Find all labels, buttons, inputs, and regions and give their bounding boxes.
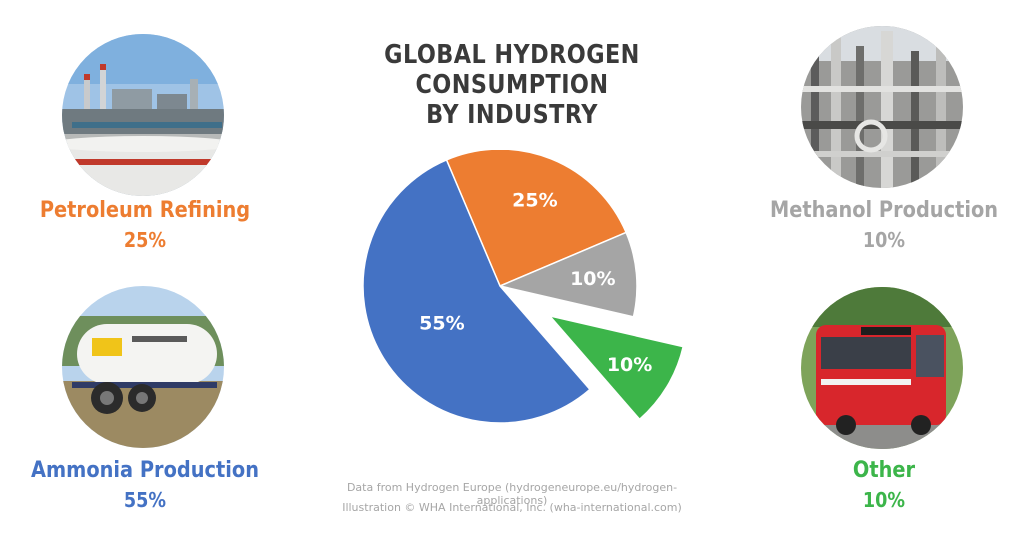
pie-label-petroleum-refining: 25% (512, 190, 557, 212)
bus-photo (801, 287, 963, 449)
illustration-credit: Illustration © WHA International, Inc. (… (342, 501, 682, 514)
ammonia-tank-photo (62, 286, 224, 448)
chart-title: GLOBAL HYDROGEN CONSUMPTION BY INDUSTRY (297, 40, 727, 130)
chart-title-line-1: GLOBAL HYDROGEN CONSUMPTION (384, 40, 640, 100)
pie-label-ammonia-production: 55% (419, 312, 464, 334)
methanol-plant-photo (801, 26, 963, 188)
other-name: Other (852, 458, 916, 483)
methanol-name: Methanol Production (769, 198, 999, 223)
pie-slice-ammonia-production (362, 158, 591, 424)
chart-title-line-2: BY INDUSTRY (426, 100, 598, 130)
label-other: Other 10% (761, 458, 1007, 513)
pie-label-methanol-production: 10% (570, 268, 615, 290)
pie-slice-petroleum-refining (445, 150, 628, 287)
pie-slice-methanol-production (497, 231, 638, 318)
refinery-photo (62, 34, 224, 196)
petroleum-name: Petroleum Refining (39, 198, 251, 223)
petroleum-percent: 25% (123, 228, 167, 252)
methanol-percent: 10% (862, 228, 906, 252)
ammonia-name: Ammonia Production (30, 458, 259, 483)
other-percent: 10% (862, 488, 906, 512)
ammonia-percent: 55% (123, 488, 167, 512)
label-petroleum-refining: Petroleum Refining 25% (22, 198, 268, 253)
pie-chart: 25% 10% 10% 55% (362, 150, 685, 424)
data-source-credit: Data from Hydrogen Europe (hydrogeneurop… (346, 481, 678, 507)
pie-label-other: 10% (607, 354, 652, 376)
pie-slice-other (547, 314, 685, 421)
label-methanol-production: Methanol Production 10% (761, 198, 1007, 253)
label-ammonia-production: Ammonia Production 55% (22, 458, 268, 513)
